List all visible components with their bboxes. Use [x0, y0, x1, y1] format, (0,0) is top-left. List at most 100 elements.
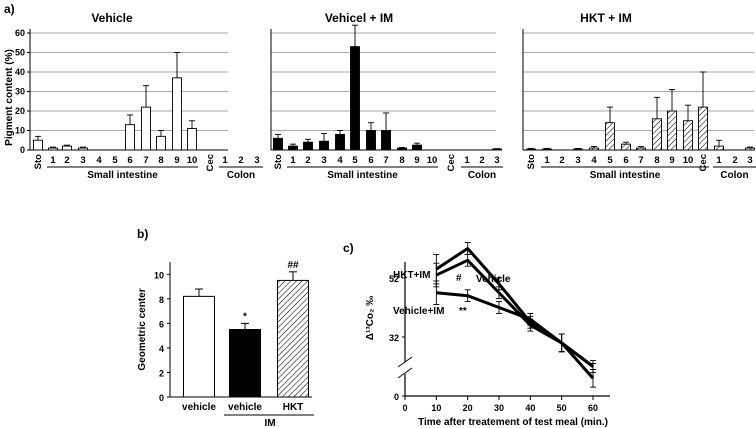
category-label: 1 — [50, 155, 56, 166]
category-label: 1 — [290, 155, 296, 166]
y-tick-label: 4 — [159, 344, 164, 354]
category-label: 2 — [479, 155, 484, 166]
bar — [397, 147, 407, 151]
bar — [573, 148, 583, 151]
x-tick-label: 30 — [494, 403, 504, 413]
bar — [621, 143, 631, 151]
y-tick-label: 8 — [159, 295, 164, 305]
chart-b-geometric-center: 0 2 4 6 8 10 Geometric center vehicle * vehicle ##… — [137, 260, 314, 428]
group-label: Colon — [720, 170, 748, 181]
category-label: 3 — [575, 155, 580, 166]
significance-mark: # — [456, 273, 462, 284]
bar — [335, 133, 345, 151]
chart-title: Vehicle — [91, 11, 133, 25]
category-label: 10 — [427, 155, 438, 166]
group-label: Small intestine — [590, 170, 661, 181]
y-tick-label: 10 — [15, 126, 25, 136]
bar — [589, 147, 599, 151]
bar — [48, 147, 58, 151]
chart-title: Vehicel + IM — [325, 11, 393, 25]
bar — [62, 145, 72, 151]
series-line — [435, 258, 595, 380]
bar — [319, 140, 329, 151]
bar — [714, 145, 724, 151]
x-tick-label: 40 — [525, 403, 535, 413]
y-axis-label: Pigment content (%) — [4, 49, 15, 146]
category-label: 3 — [254, 155, 259, 166]
category-label: Sto — [33, 154, 44, 170]
category-label: 8 — [399, 155, 404, 166]
category-label: 6 — [623, 155, 628, 166]
group-label: Colon — [227, 170, 255, 181]
bar — [78, 147, 88, 151]
category-label: 7 — [143, 155, 148, 166]
y-tick-label: 2 — [159, 368, 164, 378]
category-label: 6 — [368, 155, 373, 166]
bar — [542, 148, 552, 151]
category-label: vehicle — [228, 402, 262, 413]
category-label: 1 — [464, 155, 470, 166]
bar — [33, 139, 43, 151]
y-tick-label: 50 — [15, 48, 25, 58]
axis-break — [397, 356, 413, 368]
category-label: 8 — [654, 155, 659, 166]
category-label: 3 — [80, 155, 85, 166]
category-label: 4 — [96, 155, 102, 166]
y-tick-label: 10 — [154, 270, 164, 280]
category-label: Cec — [205, 154, 216, 171]
y-axis-label: Geometric center — [137, 288, 148, 370]
category-label: 3 — [321, 155, 326, 166]
x-tick-label: 10 — [431, 403, 441, 413]
category-label: vehicle — [182, 402, 216, 413]
x-tick-label: 50 — [557, 403, 567, 413]
bar — [288, 145, 298, 151]
category-label: 2 — [238, 155, 243, 166]
category-label: 9 — [414, 155, 419, 166]
bar — [683, 120, 693, 151]
y-axis-label: Δ¹³Co₂ ‰ — [365, 296, 376, 340]
bar — [492, 148, 502, 151]
bar — [303, 141, 313, 151]
category-label: 9 — [669, 155, 674, 166]
y-tick-label: 0 — [159, 393, 164, 403]
panel-label-b: b) — [137, 227, 148, 241]
series-label-vehicle-im: Vehicle+IM — [393, 306, 444, 317]
bar — [156, 135, 166, 151]
category-label: 7 — [638, 155, 643, 166]
category-label: 5 — [352, 155, 358, 166]
bar — [187, 128, 197, 151]
significance-mark: ## — [287, 260, 299, 271]
category-label: 8 — [158, 155, 163, 166]
category-label: 1 — [222, 155, 228, 166]
category-label: HKT — [283, 402, 304, 413]
category-label: 2 — [305, 155, 310, 166]
bar — [698, 106, 708, 151]
category-label: Cec — [698, 154, 709, 171]
bar — [350, 46, 360, 151]
category-label: Sto — [526, 154, 537, 170]
y-tick-label: 40 — [15, 67, 25, 77]
bar — [605, 122, 615, 151]
bar — [125, 124, 135, 151]
x-tick-label: 60 — [588, 403, 598, 413]
bar — [172, 77, 182, 151]
category-label: 6 — [127, 155, 132, 166]
group-label: Colon — [468, 170, 496, 181]
y-tick-label: 52 — [389, 274, 399, 284]
y-tick-label: 0 — [394, 392, 399, 402]
category-label: 4 — [591, 155, 597, 166]
x-axis-label: Time after treatement of test meal (min.… — [418, 417, 608, 428]
bar — [141, 106, 151, 151]
y-tick-label: 20 — [15, 106, 25, 116]
category-label: 1 — [716, 155, 722, 166]
axis-break — [397, 367, 413, 379]
x-tick-label: 20 — [463, 403, 473, 413]
bar — [273, 137, 283, 151]
category-label: 3 — [494, 155, 499, 166]
bar — [229, 329, 261, 398]
y-tick-label: 30 — [15, 87, 25, 97]
bar — [366, 130, 376, 151]
